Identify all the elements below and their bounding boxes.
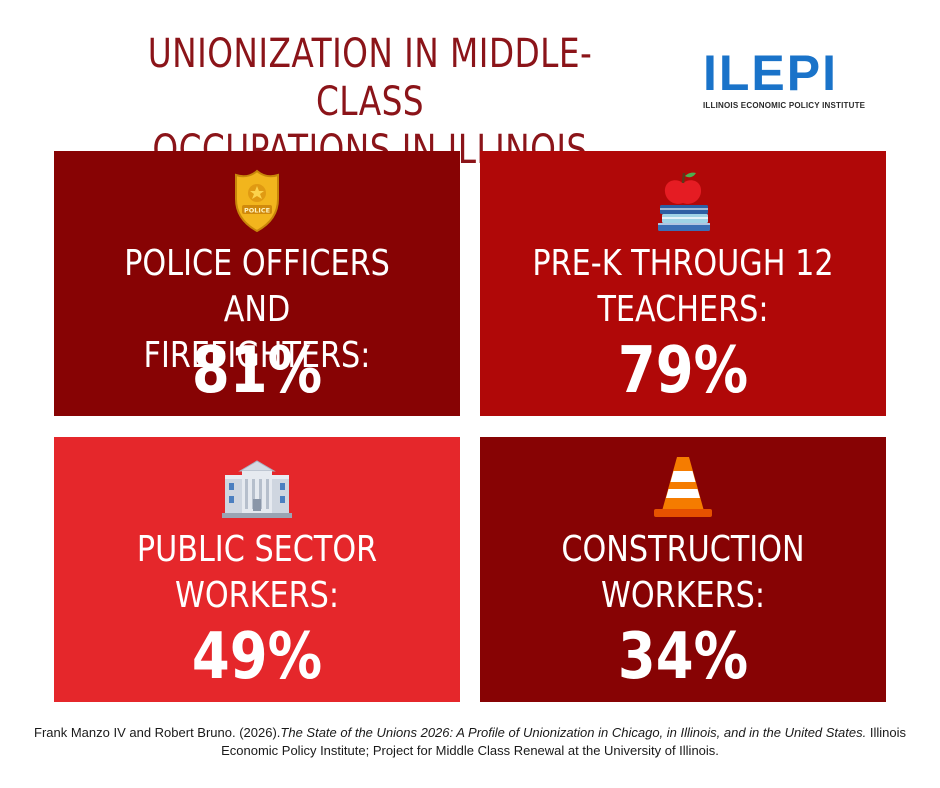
card-value: 81% bbox=[191, 334, 323, 408]
traffic-cone-icon bbox=[654, 457, 712, 517]
card-label-line-2: TEACHERS: bbox=[597, 289, 769, 330]
card-public-sector: PUBLIC SECTOR WORKERS: 49% bbox=[54, 437, 460, 702]
police-badge-icon: POLICE bbox=[235, 169, 279, 233]
citation-title: The State of the Unions 2026: A Profile … bbox=[280, 725, 867, 740]
card-label: PUBLIC SECTOR WORKERS: bbox=[86, 527, 427, 619]
card-label-line-2: WORKERS: bbox=[174, 575, 340, 616]
citation-authors: Frank Manzo IV and Robert Bruno. (2026). bbox=[34, 725, 281, 740]
card-value: 34% bbox=[617, 620, 749, 694]
card-label-line-2: FIREFIGHTERS: bbox=[143, 335, 371, 376]
card-label-line-1: PRE-K THROUGH 12 bbox=[532, 243, 834, 284]
card-label: POLICE OFFICERS AND FIREFIGHTERS: bbox=[86, 241, 427, 379]
card-police-firefighters: POLICE POLICE OFFICERS AND FIREFIGHTERS:… bbox=[54, 151, 460, 416]
logo-mark: ILEPI bbox=[703, 45, 839, 101]
card-label-line-2: WORKERS: bbox=[600, 575, 766, 616]
title-line-1: UNIONIZATION IN MIDDLE-CLASS bbox=[147, 31, 593, 125]
logo-subtitle: ILLINOIS ECONOMIC POLICY INSTITUTE bbox=[703, 101, 866, 110]
citation: Frank Manzo IV and Robert Bruno. (2026).… bbox=[30, 724, 910, 760]
card-label-line-1: PUBLIC SECTOR bbox=[136, 529, 378, 570]
card-value: 49% bbox=[191, 620, 323, 694]
card-teachers: PRE-K THROUGH 12 TEACHERS: 79% bbox=[480, 151, 886, 416]
card-label: CONSTRUCTION WORKERS: bbox=[512, 527, 853, 619]
badge-text: POLICE bbox=[244, 207, 270, 215]
government-building-icon bbox=[222, 460, 292, 518]
ilepi-logo: ILEPI ILLINOIS ECONOMIC POLICY INSTITUTE bbox=[703, 48, 868, 110]
card-label-line-1: CONSTRUCTION bbox=[561, 529, 805, 570]
card-label-line-1: POLICE OFFICERS AND bbox=[124, 243, 390, 330]
citation-publisher: Illinois Economic Policy Institute; Proj… bbox=[221, 725, 906, 758]
apple-books-icon bbox=[658, 172, 710, 231]
card-label: PRE-K THROUGH 12 TEACHERS: bbox=[512, 241, 853, 333]
card-value: 79% bbox=[617, 334, 749, 408]
card-construction: CONSTRUCTION WORKERS: 34% bbox=[480, 437, 886, 702]
